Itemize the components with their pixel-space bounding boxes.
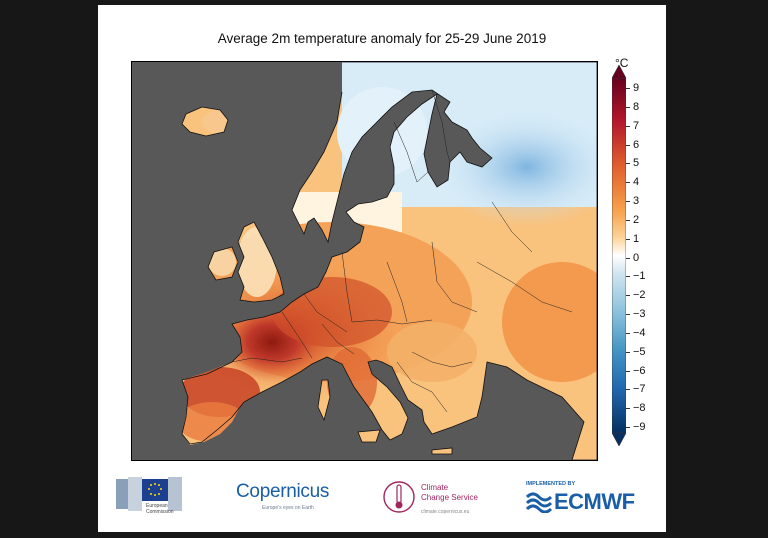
copernicus-logo: Copernicus Europe's eyes on Earth (236, 481, 336, 517)
colorbar-tick-label: −9 (633, 421, 646, 433)
colorbar-tick-mark (626, 88, 630, 89)
colorbar-tick-label: 2 (633, 213, 640, 226)
eu-commission-logo: European Commission (116, 477, 184, 517)
colorbar-tick-label: −3 (633, 308, 646, 320)
colorbar-tick-mark (626, 106, 630, 108)
figure-card: Average 2m temperature anomaly for 25-29… (98, 5, 666, 532)
colorbar-tick-label: −6 (633, 364, 646, 377)
colorbar-tick-mark (626, 276, 630, 278)
colorbar-tick-label: 6 (633, 138, 640, 151)
c3s-logo: Climate Change Service climate.copernicu… (381, 479, 491, 519)
colorbar-tick-label: 0 (633, 251, 640, 264)
map-svg (132, 62, 597, 460)
colorbar-tick-label: 4 (633, 176, 640, 189)
map-title: Average 2m temperature anomaly for 25-29… (217, 31, 547, 46)
eu-text-1: European (146, 503, 168, 509)
coastlines (181, 62, 597, 460)
colorbar-tick-mark (626, 351, 630, 353)
c3s-line-2: Change Service (421, 493, 478, 502)
colorbar-tick-mark (626, 389, 630, 391)
colorbar-tick-label: 1 (633, 232, 640, 245)
land (182, 62, 597, 460)
colorbar-tick-label: −8 (633, 402, 646, 415)
colorbar-tick-label: −1 (633, 270, 646, 283)
colorbar-tick-label: 7 (633, 119, 640, 132)
colorbar-tick-mark (626, 370, 630, 372)
logo-strip: European Commission Copernicus Europe's … (98, 467, 666, 532)
colorbar-tick-mark (626, 201, 630, 202)
colorbar-tick-mark (626, 257, 630, 259)
ecmwf-implemented-by: IMPLEMENTED BY (526, 481, 576, 487)
colorbar-top-arrow (612, 65, 626, 79)
colorbar-tick-mark (626, 238, 630, 240)
colorbar-tick-label: 5 (633, 157, 640, 170)
colorbar-tick-mark (626, 295, 630, 297)
colorbar-tick-mark (626, 125, 630, 127)
colorbar-tick-label: −7 (633, 383, 646, 396)
colorbar-tick-mark (626, 314, 630, 315)
colorbar-tick-label: −5 (633, 345, 646, 358)
colorbar-bottom-arrow (612, 432, 626, 446)
colorbar-tick-mark (626, 332, 630, 334)
ecmwf-wave-icon (526, 492, 552, 513)
ecmwf-name: ECMWF (554, 489, 635, 514)
colorbar-tick-mark (626, 144, 630, 146)
anomaly-map (131, 61, 598, 461)
colorbar-tick-mark (626, 427, 630, 428)
colorbar-tick-label: −4 (633, 326, 646, 339)
colorbar-tick-mark (626, 163, 630, 165)
colorbar-tick-mark (626, 408, 630, 410)
colorbar-tick-label: 8 (633, 100, 640, 113)
c3s-url: climate.copernicus.eu (421, 509, 470, 515)
eu-text-2: Commission (146, 509, 174, 515)
colorbar-tick-mark (626, 182, 630, 184)
copernicus-tagline: Europe's eyes on Earth (262, 505, 314, 511)
copernicus-name: Copernicus (236, 481, 330, 502)
ecmwf-logo: IMPLEMENTED BY ECMWF (526, 481, 656, 517)
colorbar-tick-label: 9 (633, 82, 640, 94)
colorbar-tick-mark (626, 219, 630, 221)
colorbar-tick-label: 3 (633, 195, 640, 207)
colorbar (612, 78, 626, 433)
colorbar-tick-label: −2 (633, 289, 646, 302)
borders (231, 89, 573, 413)
c3s-line-1: Climate (421, 483, 449, 492)
thermometer-icon (383, 481, 415, 513)
eu-flag-icon (116, 477, 182, 511)
